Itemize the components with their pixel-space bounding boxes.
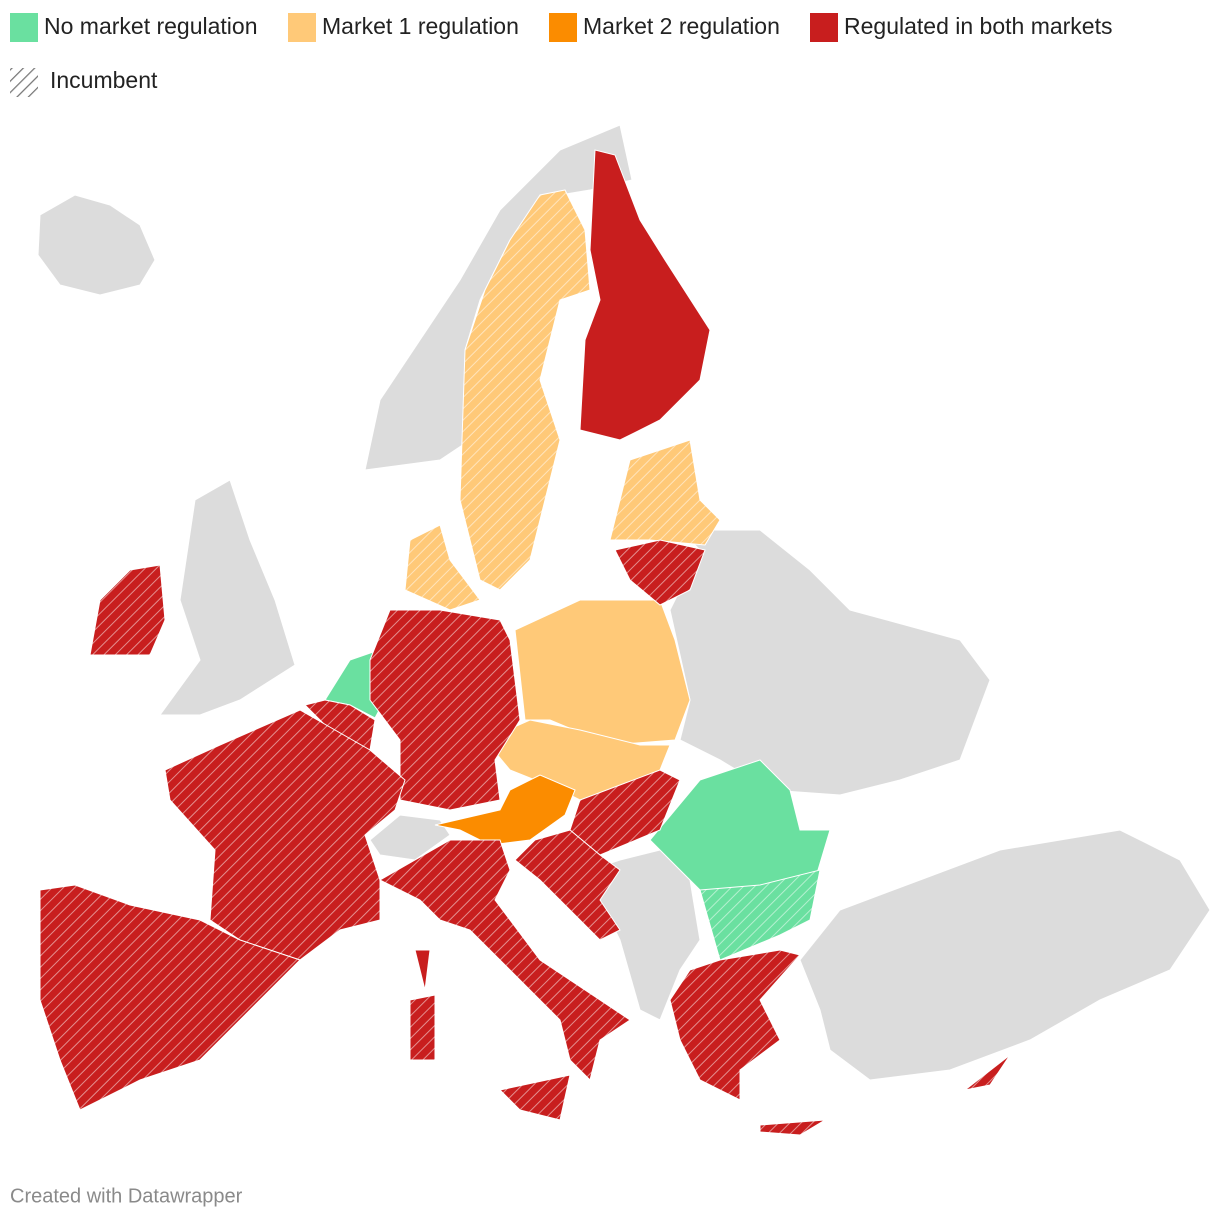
legend-label: No market regulation — [44, 13, 258, 39]
country — [409, 994, 436, 1061]
legend-swatch — [10, 13, 38, 42]
country — [404, 524, 481, 611]
country — [89, 564, 166, 656]
land — [669, 529, 991, 796]
country — [609, 439, 721, 546]
country — [498, 1074, 571, 1121]
legend-label: Market 2 regulation — [583, 13, 780, 39]
country — [414, 949, 431, 991]
legend-label: Market 1 regulation — [322, 13, 519, 39]
legend-swatch — [288, 13, 316, 42]
legend-pattern — [10, 68, 38, 97]
legend-swatch — [549, 13, 577, 42]
legend: No market regulation Market 1 regulation… — [10, 13, 1113, 97]
legend-label: Incumbent — [50, 67, 158, 93]
land — [37, 194, 156, 296]
legend-swatch — [810, 13, 838, 42]
country — [514, 599, 691, 746]
land — [799, 829, 1211, 1081]
footer: Created with Datawrapper — [10, 1185, 243, 1207]
map — [37, 124, 1211, 1136]
legend-label: Regulated in both markets — [844, 13, 1113, 39]
country — [579, 149, 711, 441]
land — [159, 479, 296, 716]
country — [759, 1119, 826, 1136]
country — [669, 949, 801, 1101]
